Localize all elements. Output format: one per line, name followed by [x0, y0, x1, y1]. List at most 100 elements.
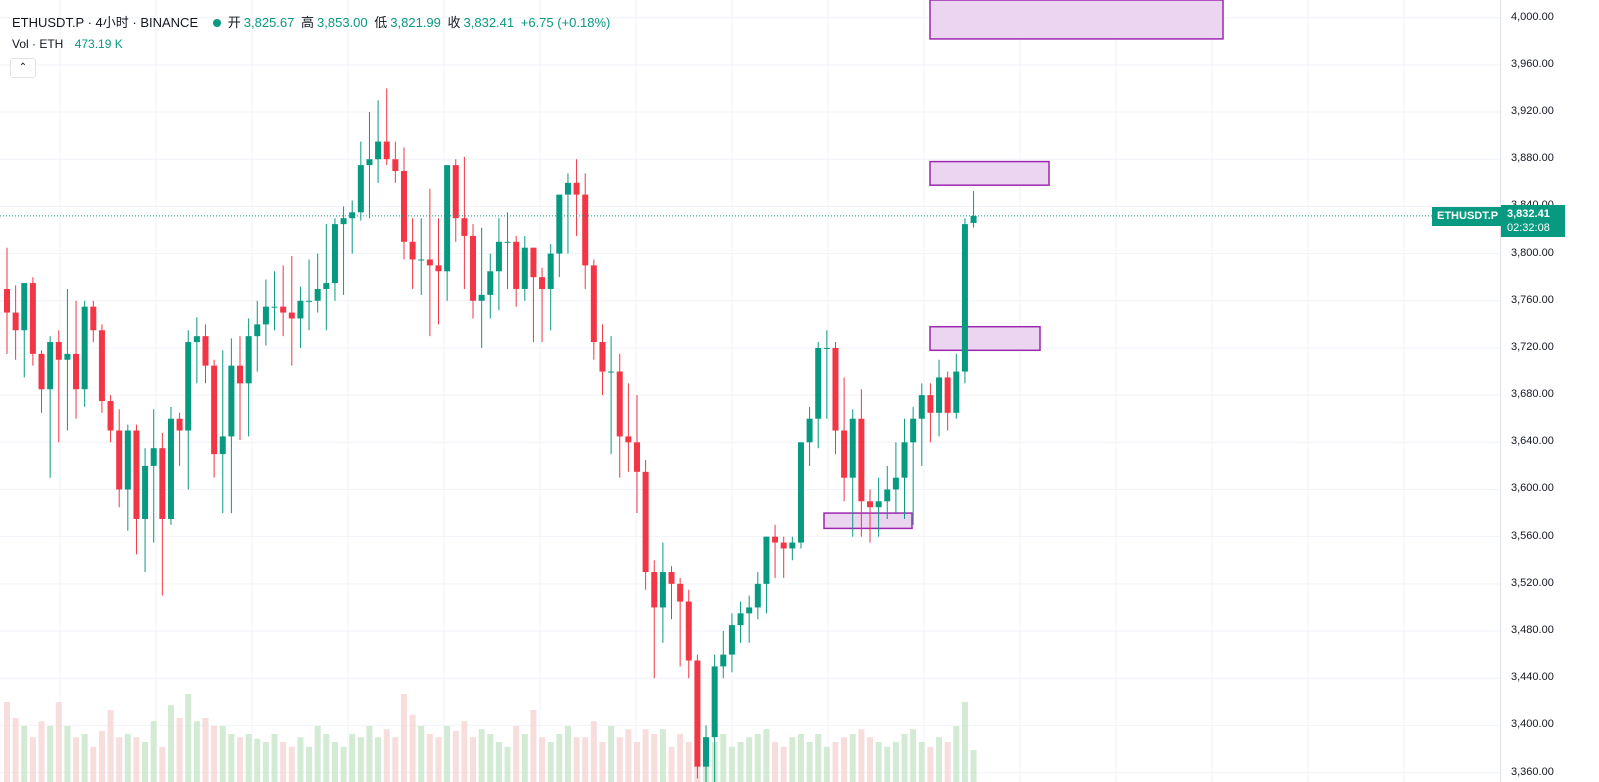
- price-tick-label: 3,560.00: [1511, 529, 1554, 542]
- volume-bar: [746, 737, 753, 782]
- volume-bar: [340, 746, 347, 782]
- volume-bar: [754, 734, 761, 782]
- supply-demand-zone: [929, 325, 1041, 352]
- candle-body: [780, 542, 787, 549]
- candle-body: [297, 300, 304, 319]
- volume-bar: [495, 742, 502, 782]
- volume-bar: [167, 705, 174, 782]
- candle-body: [461, 218, 468, 236]
- candle-body: [38, 353, 45, 390]
- volume-bar: [944, 742, 951, 782]
- volume-bar: [875, 742, 882, 782]
- candle-body: [435, 265, 442, 272]
- candle-body: [159, 448, 166, 519]
- volume-label: Vol · ETH: [12, 37, 64, 51]
- candle-body: [142, 465, 149, 519]
- volume-bar: [288, 746, 295, 782]
- candle-body: [746, 607, 753, 614]
- volume-bar: [254, 738, 261, 782]
- volume-bar: [349, 734, 356, 782]
- candle-body: [608, 371, 615, 373]
- chevron-up-icon: ⌃: [18, 62, 28, 73]
- candlestick-chart[interactable]: [0, 0, 1500, 782]
- supply-demand-zone: [929, 0, 1224, 40]
- volume-bar: [193, 721, 200, 782]
- candle-body: [849, 418, 856, 478]
- low-value: 3,821.99: [390, 15, 441, 30]
- candle-body: [375, 141, 382, 160]
- volume-bar: [763, 729, 770, 782]
- candle-body: [237, 365, 244, 384]
- volume-bar: [797, 734, 804, 782]
- candle-body: [340, 218, 347, 225]
- collapse-legend-button[interactable]: ⌃: [10, 58, 36, 78]
- candle-body: [927, 395, 934, 413]
- candle-body: [211, 365, 218, 455]
- volume-bar: [521, 734, 528, 782]
- last-price-label: 3,832.41 02:32:08: [1501, 204, 1565, 237]
- candle-body: [185, 342, 192, 431]
- volume-bar: [789, 737, 796, 782]
- volume-bar: [211, 726, 218, 782]
- symbol-title[interactable]: ETHUSDT.P · 4小时 · BINANCE: [12, 15, 199, 30]
- supply-demand-zone: [823, 512, 913, 530]
- candle-body: [21, 283, 28, 331]
- volume-bar: [642, 729, 649, 782]
- open-value: 3,825.67: [243, 15, 295, 30]
- candle-body: [737, 613, 744, 626]
- price-tick-label: 3,880.00: [1511, 152, 1554, 165]
- candle-body: [470, 235, 477, 301]
- candle-body: [823, 347, 830, 349]
- candle-body: [858, 418, 865, 502]
- candle-body: [426, 259, 433, 266]
- candle-body: [409, 241, 416, 260]
- volume-bar: [81, 734, 88, 782]
- candle-body: [590, 265, 597, 343]
- candle-body: [306, 300, 313, 302]
- volume-bar: [262, 742, 269, 782]
- volume-bar: [418, 726, 425, 782]
- candle-body: [64, 353, 71, 360]
- candle-body: [73, 353, 80, 390]
- candle-body: [418, 259, 425, 261]
- chart-plot-area[interactable]: [0, 0, 1500, 782]
- price-axis[interactable]: 4,000.003,960.003,920.003,880.003,840.00…: [1500, 0, 1599, 782]
- high-value: 3,853.00: [317, 15, 368, 30]
- volume-bar: [400, 694, 407, 782]
- candle-body: [556, 194, 563, 254]
- candle-body: [29, 283, 36, 354]
- candle-body: [953, 371, 960, 413]
- candle-body: [944, 377, 951, 413]
- candle-body: [763, 536, 770, 584]
- candle-body: [331, 224, 338, 284]
- volume-bar: [953, 726, 960, 782]
- volume-bar: [409, 714, 416, 782]
- volume-bar: [444, 726, 451, 782]
- candle-body: [970, 215, 977, 223]
- last-price-value: 3,832.41: [1507, 207, 1550, 220]
- candle-body: [901, 442, 908, 478]
- candle-body: [694, 660, 701, 767]
- volume-bar: [452, 730, 459, 782]
- volume-bar: [245, 734, 252, 782]
- volume-bar: [590, 721, 597, 782]
- volume-bar: [73, 737, 80, 782]
- candle-body: [685, 601, 692, 661]
- candle-body: [124, 430, 131, 490]
- candle-body: [349, 212, 356, 219]
- volume-bar: [142, 742, 149, 782]
- volume-bar: [4, 702, 10, 782]
- candle-body: [392, 159, 399, 172]
- volume-bar: [961, 702, 968, 782]
- volume-bar: [202, 718, 209, 782]
- volume-bar: [823, 746, 830, 782]
- volume-bar: [478, 729, 485, 782]
- candle-body: [116, 430, 123, 490]
- candle-body: [806, 418, 813, 443]
- volume-bar: [297, 737, 304, 782]
- volume-bar: [461, 721, 468, 782]
- volume-bar: [64, 726, 71, 782]
- candle-body: [892, 477, 899, 490]
- volume-bar: [806, 742, 813, 782]
- candle-body: [487, 271, 494, 295]
